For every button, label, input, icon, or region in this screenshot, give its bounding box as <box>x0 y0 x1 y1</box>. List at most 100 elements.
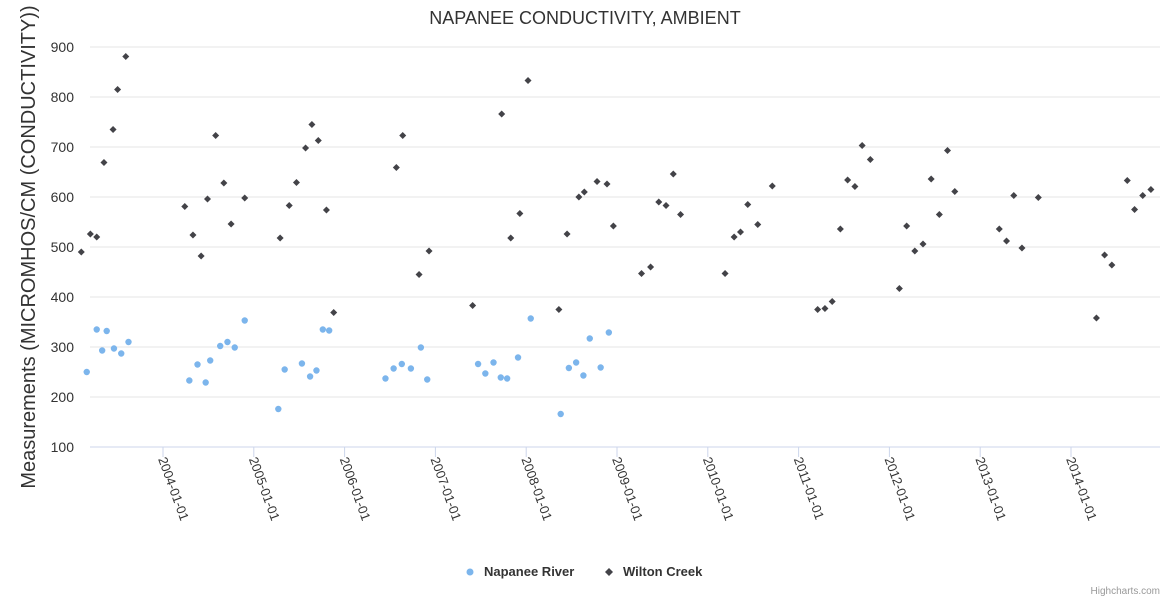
data-point[interactable] <box>514 354 522 361</box>
data-point[interactable] <box>197 252 205 260</box>
data-point[interactable] <box>202 379 209 386</box>
data-point[interactable] <box>1018 244 1026 252</box>
data-point[interactable] <box>306 373 314 380</box>
data-point[interactable] <box>93 233 101 241</box>
data-point[interactable] <box>330 309 338 316</box>
data-point[interactable] <box>220 179 228 187</box>
data-point[interactable] <box>895 285 903 292</box>
data-point[interactable] <box>490 359 497 366</box>
data-point[interactable] <box>224 338 231 346</box>
data-point[interactable] <box>399 132 407 139</box>
data-point[interactable] <box>469 302 477 309</box>
data-point[interactable] <box>927 175 935 183</box>
data-point[interactable] <box>677 211 685 218</box>
data-point[interactable] <box>911 247 919 255</box>
data-point[interactable] <box>497 374 504 381</box>
data-point[interactable] <box>325 327 333 334</box>
data-point[interactable] <box>275 405 282 413</box>
data-point[interactable] <box>424 376 431 383</box>
data-point[interactable] <box>647 263 655 271</box>
data-point[interactable] <box>1010 192 1018 199</box>
data-point[interactable] <box>241 317 248 324</box>
data-point[interactable] <box>415 271 423 278</box>
data-point[interactable] <box>217 342 224 350</box>
data-point[interactable] <box>181 203 189 210</box>
data-point[interactable] <box>609 222 617 230</box>
data-point[interactable] <box>754 221 762 228</box>
data-point[interactable] <box>1147 186 1155 193</box>
credits-link[interactable]: Highcharts.com <box>1091 586 1160 597</box>
data-point[interactable] <box>1139 192 1147 199</box>
data-point[interactable] <box>597 364 604 371</box>
data-point[interactable] <box>944 147 952 154</box>
data-point[interactable] <box>580 188 588 196</box>
data-point[interactable] <box>603 180 611 188</box>
data-point[interactable] <box>507 234 515 242</box>
data-point[interactable] <box>390 365 397 372</box>
data-point[interactable] <box>527 315 534 322</box>
data-point[interactable] <box>919 240 927 248</box>
data-point[interactable] <box>866 156 874 163</box>
data-point[interactable] <box>662 202 670 209</box>
data-point[interactable] <box>100 159 108 166</box>
data-point[interactable] <box>1003 237 1011 245</box>
data-point[interactable] <box>638 270 646 277</box>
data-point[interactable] <box>744 201 752 208</box>
data-point[interactable] <box>292 179 300 186</box>
data-point[interactable] <box>1123 177 1131 184</box>
data-point[interactable] <box>655 198 663 206</box>
data-point[interactable] <box>580 372 587 379</box>
data-point[interactable] <box>593 178 601 185</box>
data-point[interactable] <box>114 86 122 93</box>
data-point[interactable] <box>1108 261 1116 269</box>
data-point[interactable] <box>86 230 94 238</box>
data-point[interactable] <box>189 231 197 239</box>
data-point[interactable] <box>122 53 130 60</box>
data-point[interactable] <box>207 357 214 364</box>
data-point[interactable] <box>417 344 425 351</box>
data-point[interactable] <box>844 176 852 184</box>
data-point[interactable] <box>995 225 1003 233</box>
data-point[interactable] <box>903 222 911 230</box>
data-point[interactable] <box>203 195 211 203</box>
data-point[interactable] <box>1131 206 1139 213</box>
data-point[interactable] <box>302 144 310 152</box>
data-point[interactable] <box>281 366 288 373</box>
data-point[interactable] <box>227 220 235 228</box>
data-point[interactable] <box>482 370 489 377</box>
data-point[interactable] <box>194 361 201 368</box>
data-point[interactable] <box>212 132 220 139</box>
data-point[interactable] <box>118 350 125 357</box>
data-point[interactable] <box>1101 251 1109 259</box>
data-point[interactable] <box>392 164 400 171</box>
data-point[interactable] <box>109 126 117 133</box>
data-point[interactable] <box>828 298 836 305</box>
data-point[interactable] <box>575 193 583 201</box>
data-point[interactable] <box>605 329 613 336</box>
data-point[interactable] <box>836 225 844 233</box>
data-point[interactable] <box>814 306 822 313</box>
data-point[interactable] <box>93 326 100 333</box>
data-point[interactable] <box>858 142 866 149</box>
data-point[interactable] <box>669 170 677 178</box>
legend-item-wilton-creek[interactable]: Wilton Creek <box>605 564 703 579</box>
data-point[interactable] <box>1092 314 1100 322</box>
data-point[interactable] <box>241 194 249 202</box>
data-point[interactable] <box>736 228 744 236</box>
data-point[interactable] <box>98 347 106 354</box>
data-point[interactable] <box>565 364 573 372</box>
legend-item-napanee-river[interactable]: Napanee River <box>466 564 575 579</box>
data-point[interactable] <box>308 121 316 128</box>
data-point[interactable] <box>572 359 580 366</box>
data-point[interactable] <box>563 230 571 238</box>
data-point[interactable] <box>524 77 532 84</box>
data-point[interactable] <box>103 327 110 335</box>
data-point[interactable] <box>555 306 563 313</box>
data-point[interactable] <box>586 335 593 342</box>
data-point[interactable] <box>503 375 511 382</box>
data-point[interactable] <box>398 360 406 368</box>
data-point[interactable] <box>1034 194 1042 201</box>
data-point[interactable] <box>516 210 524 217</box>
data-point[interactable] <box>313 367 320 374</box>
data-point[interactable] <box>110 345 118 352</box>
